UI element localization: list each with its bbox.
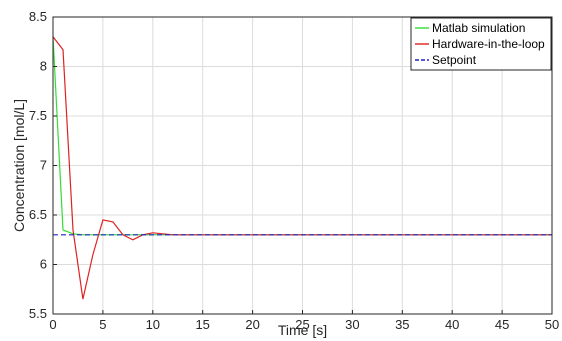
x-tick-label: 30 xyxy=(345,317,359,332)
x-tick-label: 5 xyxy=(99,317,106,332)
y-tick-label: 6.5 xyxy=(29,207,47,222)
y-tick-label: 8.5 xyxy=(29,9,47,24)
x-tick-label: 50 xyxy=(545,317,559,332)
x-tick-label: 10 xyxy=(146,317,160,332)
x-axis-label: Time [s] xyxy=(278,322,327,338)
x-tick-label: 20 xyxy=(245,317,259,332)
x-tick-label: 40 xyxy=(445,317,459,332)
x-tick-label: 45 xyxy=(495,317,509,332)
y-tick-label: 6 xyxy=(40,257,47,272)
tick-labels: 0 5 10 15 20 25 30 35 40 45 50 5.5 6 6.5 7 7.5 8 8.5 xyxy=(29,9,559,332)
legend-entry: Hardware-in-the-loop xyxy=(432,37,545,51)
y-axis-label: Concentration [mol/L] xyxy=(11,99,27,232)
x-tick-label: 0 xyxy=(49,317,56,332)
legend: Matlab simulation Hardware-in-the-loop Set… xyxy=(410,17,552,71)
y-tick-label: 8 xyxy=(40,59,47,74)
legend-entry: Matlab simulation xyxy=(432,21,525,35)
x-tick-label: 25 xyxy=(295,317,309,332)
x-tick-label: 35 xyxy=(395,317,409,332)
x-tick-label: 15 xyxy=(195,317,209,332)
legend-box xyxy=(410,17,552,71)
legend-entry: Setpoint xyxy=(432,53,477,67)
y-tick-label: 5.5 xyxy=(29,306,47,321)
series-layer xyxy=(52,36,552,300)
y-tick-label: 7 xyxy=(40,158,47,173)
y-tick-label: 7.5 xyxy=(29,108,47,123)
